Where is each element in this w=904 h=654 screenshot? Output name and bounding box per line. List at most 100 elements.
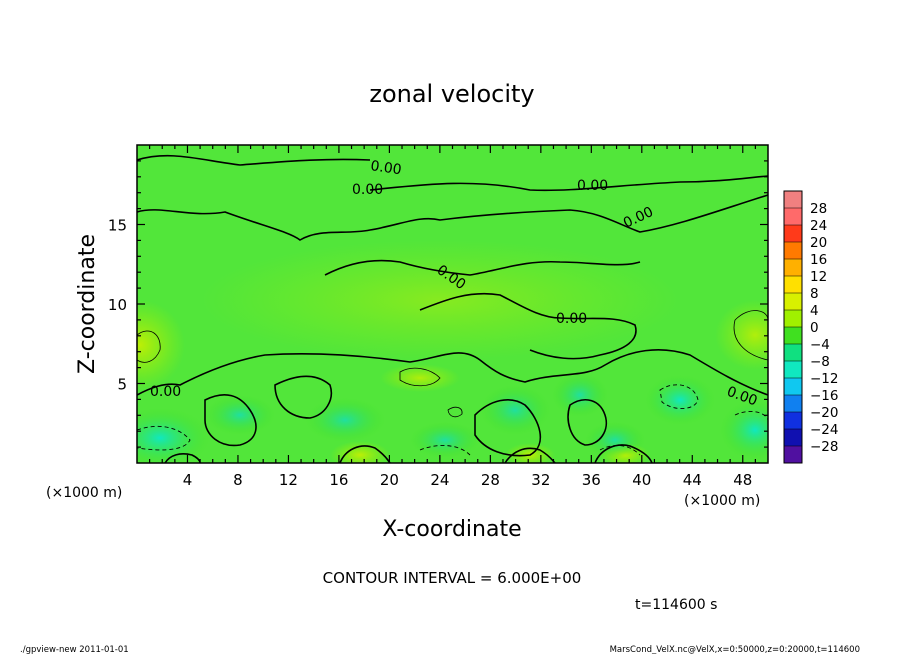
colorbar-swatch <box>784 276 802 294</box>
colorbar-label: 8 <box>810 286 819 302</box>
colorbar-swatch <box>784 344 802 362</box>
colorbar-label: −8 <box>810 354 830 370</box>
field-region-warm-left <box>137 300 185 390</box>
colorbar-label: −20 <box>810 405 839 421</box>
contour-low-c <box>474 399 542 457</box>
contour-bottom-1 <box>339 445 391 463</box>
pos-contour-left <box>137 330 161 363</box>
chart-title: zonal velocity <box>369 80 534 108</box>
field-region-cyan-c <box>410 422 480 458</box>
time-label: t=114600 s <box>635 597 717 613</box>
neg-contour-mid <box>419 444 471 456</box>
field-region-cyan-f <box>645 375 715 425</box>
contour-top <box>137 154 371 166</box>
footer-left: ./gpview-new 2011-01-01 <box>20 645 129 654</box>
colorbar-swatch <box>784 242 802 260</box>
field-region-warm-b <box>330 441 390 463</box>
colorbar-label: 24 <box>810 218 827 234</box>
y-tick-labels: 5 10 15 <box>108 217 127 394</box>
contour-label-3: 0.00 <box>577 178 608 194</box>
contour-bottom-2 <box>504 447 556 463</box>
x-tick-label: 24 <box>430 471 449 489</box>
contour-low-d <box>567 399 607 446</box>
colorbar-swatch <box>784 429 802 447</box>
field-region-cyan-e <box>552 373 608 417</box>
x-tick-label: 32 <box>531 471 550 489</box>
x-axis-label: X-coordinate <box>382 517 521 542</box>
neg-contour-right <box>659 384 699 409</box>
colorbar-swatch <box>784 378 802 396</box>
contour-label-6: 0.00 <box>556 311 587 327</box>
colorbar-swatch <box>784 310 802 328</box>
colorbar-label: −24 <box>810 422 839 438</box>
colorbar-label: −16 <box>810 388 839 404</box>
x-tick-label: 36 <box>582 471 601 489</box>
plot-area <box>137 145 768 463</box>
field-region-cyan-b <box>305 398 385 442</box>
axis-ticks <box>137 145 768 463</box>
colorbar-label: 16 <box>810 252 827 268</box>
x-tick-label: 40 <box>632 471 651 489</box>
footer-right: MarsCond_VelX.nc@VelX,x=0:50000,z=0:2000… <box>610 645 860 654</box>
field-region-warm-right <box>715 300 768 370</box>
field-region-warm-c <box>505 443 555 463</box>
pos-contour-b <box>447 406 463 418</box>
colorbar-label: 28 <box>810 201 827 217</box>
colorbar-swatch <box>784 412 802 430</box>
colorbar-swatch <box>784 293 802 311</box>
x-unit-left: (×1000 m) <box>46 485 122 501</box>
x-tick-label: 12 <box>279 471 298 489</box>
contour-interval: CONTOUR INTERVAL = 6.000E+00 <box>323 569 582 587</box>
x-tick-label: 44 <box>683 471 702 489</box>
field-region-cyan-a <box>205 395 275 435</box>
x-tick-label: 20 <box>380 471 399 489</box>
x-tick-label: 48 <box>733 471 752 489</box>
field-region-cyan-left <box>137 408 210 463</box>
y-tick-label: 10 <box>108 296 127 314</box>
colorbar-label: −28 <box>810 439 839 455</box>
x-tick-label: 4 <box>183 471 193 489</box>
contour-upper <box>137 194 768 241</box>
y-tick-label: 5 <box>117 376 127 394</box>
neg-contour-left <box>137 426 191 451</box>
colorbar-swatch <box>784 208 802 226</box>
contour-low-left <box>137 349 768 396</box>
colorbar-label: 0 <box>810 320 819 336</box>
x-tick-label: 8 <box>233 471 243 489</box>
colorbar-label: 12 <box>810 269 827 285</box>
contour-bottom-3 <box>594 444 653 463</box>
pos-contour-a <box>399 367 441 387</box>
field-region-warm-a <box>380 364 460 392</box>
y-tick-label: 15 <box>108 217 127 235</box>
contour-low-a <box>274 375 332 419</box>
contour-label-1: 0.00 <box>369 158 402 178</box>
colorbar-swatch <box>784 395 802 413</box>
contour-label-2: 0.00 <box>352 182 383 198</box>
field-region-cyan-g <box>585 422 645 458</box>
x-tick-label: 28 <box>481 471 500 489</box>
contour-bottom-4 <box>164 453 201 463</box>
colorbar-label: −12 <box>810 371 839 387</box>
contour-low-b <box>204 394 257 447</box>
colorbar-swatch <box>784 361 802 379</box>
field-region-cyan-right <box>720 400 768 460</box>
x-unit-right: (×1000 m) <box>684 493 760 509</box>
colorbar-swatch <box>784 225 802 243</box>
neg-contour-mid-2 <box>599 444 641 456</box>
colorbar-swatch <box>784 259 802 277</box>
contour-mid <box>324 259 641 276</box>
zero-contours <box>137 154 768 463</box>
negative-contours <box>137 384 768 456</box>
field-region-cyan-d <box>480 385 550 435</box>
field-region-upper <box>200 240 680 360</box>
colorbar-label: 4 <box>810 303 819 319</box>
x-tick-labels: 4 8 12 16 20 24 28 32 36 40 44 48 <box>183 471 753 489</box>
colorbar-label: −4 <box>810 337 830 353</box>
colorbar-swatch <box>784 446 802 464</box>
neg-contour-right-2 <box>734 410 768 421</box>
colorbar-swatch <box>784 327 802 345</box>
colorbar-swatch <box>784 191 802 209</box>
contour-mid-2 <box>419 292 637 360</box>
